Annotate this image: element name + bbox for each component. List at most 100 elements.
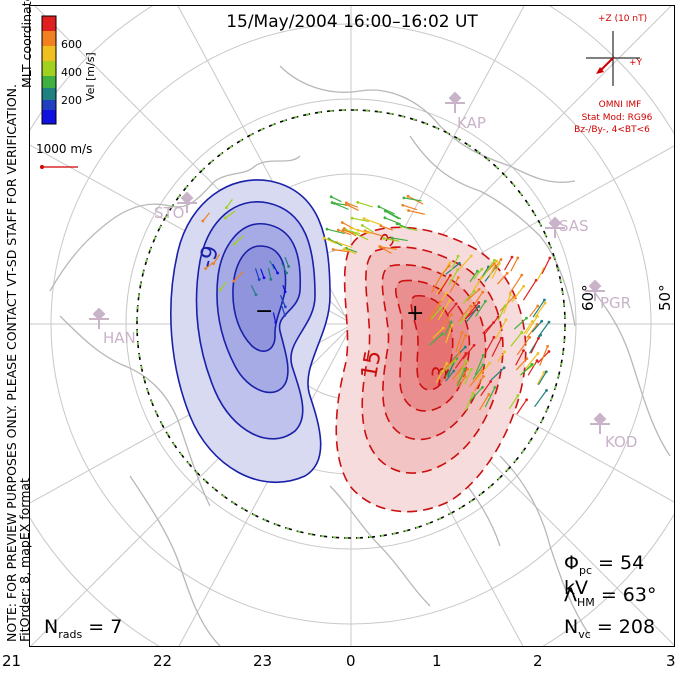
pos-contour-label: 15 xyxy=(357,349,386,381)
velocity-vector-origin xyxy=(516,394,520,397)
velocity-vector-origin xyxy=(456,254,460,258)
min-marker: − xyxy=(255,299,273,324)
velocity-vector-origin xyxy=(481,354,485,357)
velocity-vector xyxy=(202,212,210,222)
velocity-vector-origin xyxy=(469,367,473,371)
velocity-vector-origin xyxy=(341,228,345,232)
velocity-vector xyxy=(509,274,523,295)
velocity-vector-origin xyxy=(544,370,548,374)
velocity-vector-origin xyxy=(546,344,550,348)
velocity-vector-origin xyxy=(329,195,333,199)
velocity-vector-origin xyxy=(535,359,539,363)
velocity-vector xyxy=(456,360,467,380)
velocity-vector xyxy=(323,237,337,244)
velocity-vector xyxy=(250,285,257,295)
velocity-vector-origin xyxy=(330,201,334,204)
velocity-vector xyxy=(541,257,551,274)
velocity-vector xyxy=(272,263,279,274)
velocity-vector xyxy=(448,269,459,286)
velocity-vector xyxy=(346,247,358,253)
velocity-vector xyxy=(473,268,483,280)
velocity-vector-origin xyxy=(349,226,353,230)
velocity-vector xyxy=(272,312,277,323)
velocity-vector-origin xyxy=(525,398,529,402)
velocity-vector xyxy=(531,320,543,333)
velocity-vector xyxy=(491,259,502,272)
velocity-vector-origin xyxy=(401,203,405,207)
velocity-vector-origin xyxy=(475,269,479,273)
velocity-vector-origin xyxy=(487,393,491,396)
velocity-vector xyxy=(465,305,480,323)
velocity-vector-origin xyxy=(536,352,540,355)
velocity-vector xyxy=(510,257,519,272)
velocity-vector xyxy=(429,333,443,346)
velocity-vector xyxy=(508,395,519,410)
velocity-vector xyxy=(536,268,545,281)
velocity-vector-origin xyxy=(536,314,539,318)
velocity-vector-origin xyxy=(471,392,475,395)
station-marker-han xyxy=(89,307,109,329)
phi-pc-stat: Φpc = 54 kV xyxy=(564,552,645,599)
velocity-vector xyxy=(530,338,539,354)
velocity-vector xyxy=(260,268,265,278)
velocity-vector xyxy=(480,381,492,397)
velocity-vector xyxy=(458,255,472,270)
imf-condition: Bz-/By-, 4<BT<6 xyxy=(574,125,650,135)
velocity-vector-origin xyxy=(383,216,387,220)
velocity-vector-origin xyxy=(383,209,387,213)
velocity-vector xyxy=(469,270,478,283)
velocity-vector xyxy=(515,358,528,371)
velocity-vector xyxy=(441,314,452,326)
velocity-vector-origin xyxy=(545,388,548,392)
velocity-vector-origin xyxy=(454,302,458,306)
velocity-vector-origin xyxy=(539,333,543,337)
velocity-vector-origin xyxy=(407,209,410,212)
velocity-vector xyxy=(497,305,506,321)
velocity-vector-origin xyxy=(469,254,473,258)
velocity-vector xyxy=(465,393,474,411)
velocity-vector xyxy=(380,225,394,231)
station-label-kod: KOD xyxy=(605,433,637,451)
velocity-vector xyxy=(254,268,260,280)
velocity-vector xyxy=(351,217,370,223)
velocity-vector xyxy=(330,196,342,203)
velocity-vector-origin xyxy=(480,369,484,373)
velocity-vector-origin xyxy=(333,201,336,205)
velocity-vector xyxy=(351,231,369,241)
velocity-vector-origin xyxy=(543,298,546,302)
velocity-vector-origin xyxy=(406,194,410,198)
velocity-vector-origin xyxy=(542,370,546,374)
colorbar-tick-200: 200 xyxy=(61,94,82,107)
velocity-vector-origin xyxy=(466,367,470,371)
colorbar-unit-label: Vel [m/s] xyxy=(84,52,97,101)
velocity-vector-origin xyxy=(439,306,443,310)
velocity-vector-origin xyxy=(440,332,444,336)
velocity-vector xyxy=(456,368,466,387)
velocity-vector xyxy=(427,301,441,322)
velocity-vector xyxy=(469,370,483,387)
velocity-vector xyxy=(357,201,374,208)
velocity-vector-origin xyxy=(382,237,386,240)
velocity-vector xyxy=(219,281,227,291)
velocity-vector xyxy=(532,299,545,318)
velocity-vector xyxy=(338,229,352,236)
negative-cell: − -9 xyxy=(170,179,331,484)
station-label-kap: KAP xyxy=(457,114,486,132)
velocity-vector-origin xyxy=(274,320,278,324)
velocity-vector xyxy=(447,303,457,316)
mlt-tick-2: 2 xyxy=(533,652,543,670)
lambda-hm-stat: ΛHM = 63° xyxy=(564,584,657,609)
velocity-vector-origin xyxy=(528,336,532,339)
velocity-vector-origin xyxy=(516,256,520,260)
velocity-vector-origin xyxy=(493,258,496,262)
velocity-vector-origin xyxy=(520,331,524,334)
velocity-vector xyxy=(462,290,475,304)
velocity-vector xyxy=(445,325,453,344)
velocity-vector-origin xyxy=(493,386,497,389)
velocity-vector-origin xyxy=(534,278,538,282)
velocity-vector xyxy=(537,371,547,386)
velocity-vector xyxy=(462,344,475,360)
velocity-vector xyxy=(510,332,523,347)
velocity-vector-origin xyxy=(212,262,216,266)
mlt-tick-1: 1 xyxy=(432,652,442,670)
